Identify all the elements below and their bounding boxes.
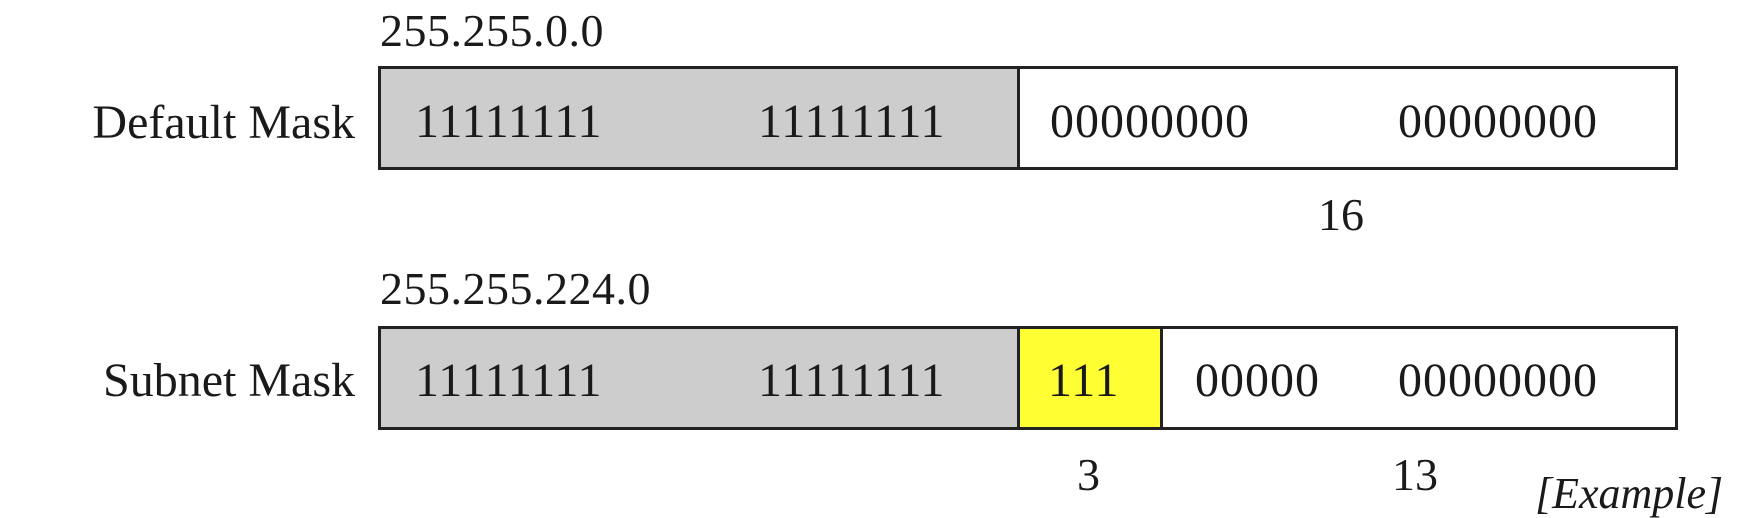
default-mask-network-portion — [381, 69, 1020, 167]
subnet-mask-label: Subnet Mask — [103, 354, 355, 407]
default-mask-octet-1: 11111111 — [415, 95, 603, 148]
subnet-host-bits-count: 13 — [1392, 449, 1438, 500]
default-mask-host-bits-count: 16 — [1318, 189, 1364, 240]
subnet-mask-bar — [378, 326, 1678, 430]
subnet-mask-octet-2: 11111111 — [758, 354, 946, 407]
default-mask-octet-4: 00000000 — [1398, 95, 1598, 148]
subnet-bits-count: 3 — [1077, 449, 1100, 500]
default-mask-bar — [378, 66, 1678, 170]
subnet-mask-dotted: 255.255.224.0 — [380, 263, 651, 314]
subnet-mask-octet-1: 11111111 — [415, 354, 603, 407]
subnet-mask-network-portion — [381, 329, 1020, 427]
example-footnote: [Example] — [1535, 469, 1724, 518]
subnet-mask-host-bits-part: 00000 — [1195, 354, 1320, 407]
default-mask-octet-2: 11111111 — [758, 95, 946, 148]
default-mask-octet-3: 00000000 — [1050, 95, 1250, 148]
subnet-mask-octet-4: 00000000 — [1398, 354, 1598, 407]
default-mask-dotted: 255.255.0.0 — [380, 5, 604, 56]
subnet-mask-subnet-portion — [1017, 329, 1163, 427]
default-mask-label: Default Mask — [92, 96, 355, 149]
subnet-mask-subnet-bits: 111 — [1048, 354, 1120, 407]
